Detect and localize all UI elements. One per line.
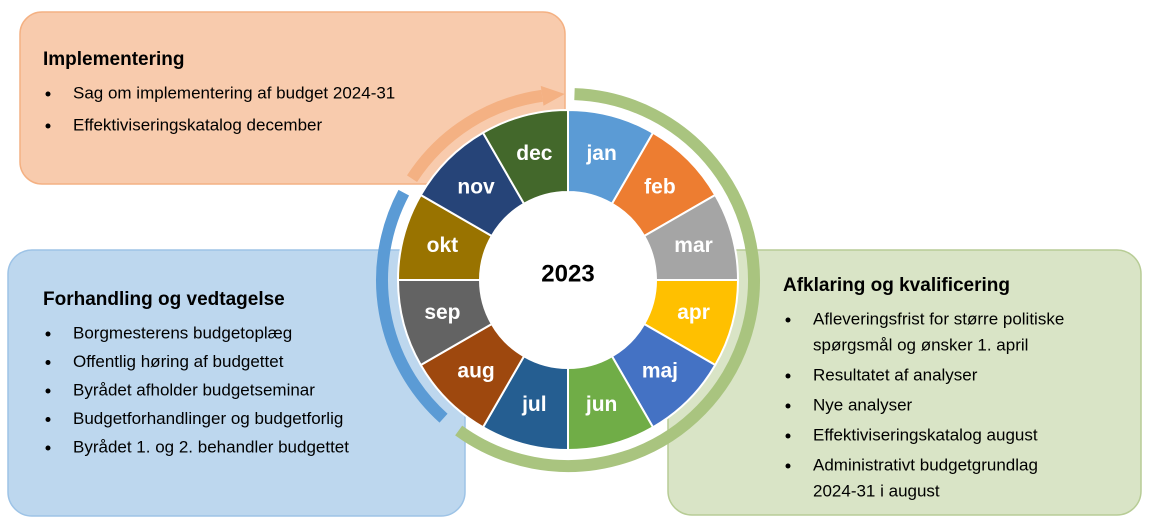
phase-item: Offentlig høring af budgettet bbox=[73, 352, 284, 371]
phase-item: Effektiviseringskatalog august bbox=[813, 425, 1038, 444]
bullet bbox=[45, 91, 51, 97]
phase-item: Effektiviseringskatalog december bbox=[73, 115, 322, 134]
phase-item: Administrativt budgetgrundlag bbox=[813, 455, 1038, 474]
orange-arrowhead bbox=[540, 85, 565, 106]
bullet bbox=[785, 403, 791, 409]
month-label: nov bbox=[457, 176, 495, 199]
bullet bbox=[785, 373, 791, 379]
orange-arc bbox=[406, 89, 543, 182]
center-circle bbox=[480, 192, 656, 368]
bullet bbox=[785, 433, 791, 439]
month-label: maj bbox=[642, 359, 678, 382]
phase-item: spørgsmål og ønsker 1. april bbox=[813, 335, 1028, 354]
month-label: sep bbox=[424, 301, 460, 324]
year-label: 2023 bbox=[541, 260, 594, 287]
implementering-box bbox=[19, 11, 566, 185]
phase-title: Afklaring og kvalificering bbox=[783, 275, 1010, 296]
bullet bbox=[45, 123, 51, 129]
bullet bbox=[45, 417, 51, 422]
bullet bbox=[785, 463, 791, 469]
green-arc bbox=[455, 88, 760, 472]
month-label: okt bbox=[427, 234, 459, 257]
phase-item: Budgetforhandlinger og budgetforlig bbox=[73, 409, 343, 428]
phase-item: Borgmesterens budgetoplæg bbox=[73, 323, 292, 342]
phase-item: Byrådet afholder budgetseminar bbox=[73, 380, 315, 399]
phase-title: Forhandling og vedtagelse bbox=[43, 289, 285, 310]
phase-item: Resultatet af analyser bbox=[813, 365, 978, 384]
month-label: apr bbox=[677, 301, 710, 324]
phase-item: Sag om implementering af budget 2024-31 bbox=[73, 83, 395, 102]
bullet bbox=[45, 360, 51, 365]
blue-arc bbox=[376, 189, 448, 423]
month-label: jan bbox=[585, 142, 616, 165]
month-label: aug bbox=[457, 359, 494, 382]
month-label: jul bbox=[521, 393, 547, 416]
bullet bbox=[785, 317, 791, 323]
month-label: feb bbox=[644, 176, 676, 199]
phase-item: Byrådet 1. og 2. behandler budgettet bbox=[73, 437, 349, 456]
bullet bbox=[45, 445, 51, 451]
bullet bbox=[45, 388, 51, 394]
phase-item: Nye analyser bbox=[813, 395, 913, 414]
bullet bbox=[45, 331, 51, 337]
month-label: dec bbox=[516, 142, 553, 165]
phase-item: Afleveringsfrist for større politiske bbox=[813, 309, 1064, 328]
phase-item: 2024-31 i august bbox=[813, 481, 940, 500]
month-label: mar bbox=[674, 234, 713, 257]
month-label: jun bbox=[585, 393, 618, 416]
phase-title: Implementering bbox=[43, 49, 184, 70]
